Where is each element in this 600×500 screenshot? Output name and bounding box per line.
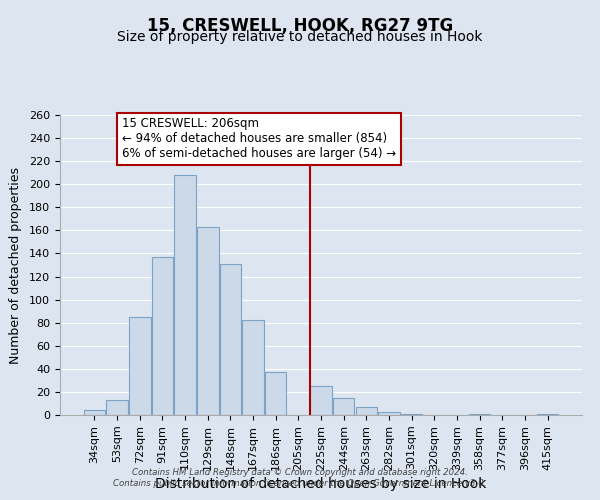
Bar — [537, 414, 558, 415]
Bar — [333, 398, 355, 415]
Bar — [469, 414, 490, 415]
Bar — [220, 264, 241, 415]
Y-axis label: Number of detached properties: Number of detached properties — [9, 166, 22, 364]
Bar — [197, 227, 218, 415]
X-axis label: Distribution of detached houses by size in Hook: Distribution of detached houses by size … — [155, 477, 487, 491]
Bar — [175, 175, 196, 415]
Bar — [356, 407, 377, 415]
Bar — [242, 320, 264, 415]
Text: Size of property relative to detached houses in Hook: Size of property relative to detached ho… — [117, 30, 483, 44]
Text: 15, CRESWELL, HOOK, RG27 9TG: 15, CRESWELL, HOOK, RG27 9TG — [147, 18, 453, 36]
Bar — [378, 412, 400, 415]
Text: Contains HM Land Registry data © Crown copyright and database right 2024.
Contai: Contains HM Land Registry data © Crown c… — [113, 468, 487, 487]
Bar — [84, 410, 105, 415]
Bar — [310, 386, 332, 415]
Bar — [152, 257, 173, 415]
Text: 15 CRESWELL: 206sqm
← 94% of detached houses are smaller (854)
6% of semi-detach: 15 CRESWELL: 206sqm ← 94% of detached ho… — [122, 118, 396, 160]
Bar — [401, 414, 422, 415]
Bar — [129, 317, 151, 415]
Bar — [106, 400, 128, 415]
Bar — [265, 372, 286, 415]
